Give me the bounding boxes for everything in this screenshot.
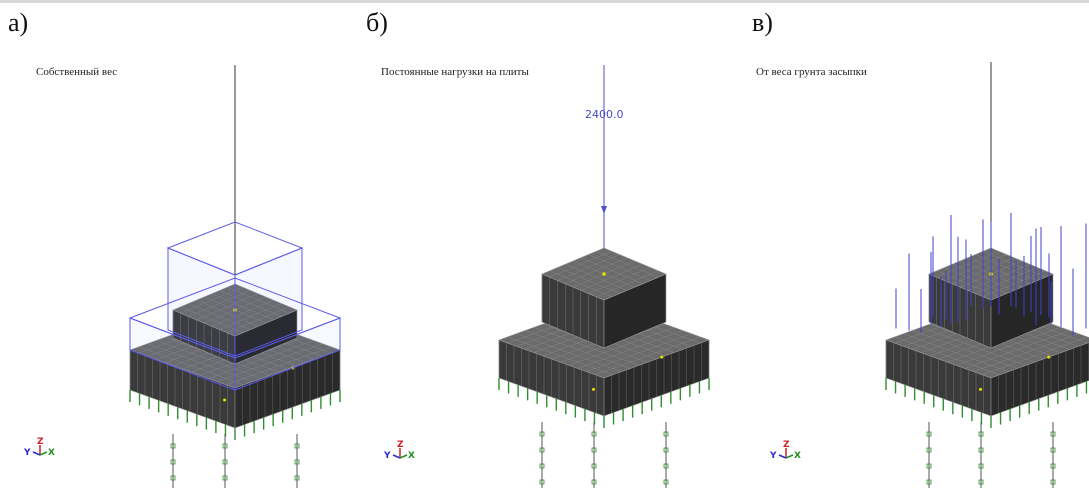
panel-b-drawing: 2400.0 Z Y X [383, 65, 710, 488]
load-value-label: 2400.0 [585, 108, 624, 121]
pile-node [170, 443, 176, 449]
node-marker [1047, 355, 1051, 359]
mesh-line [586, 333, 692, 372]
node-marker [592, 387, 595, 391]
mesh-line [982, 336, 1088, 376]
pile-node [978, 431, 984, 437]
pile-node [591, 479, 597, 485]
axis-triad: Z Y X [383, 440, 415, 461]
pile-node [539, 447, 545, 453]
mesh-line [588, 254, 651, 281]
foundation-model [885, 247, 1089, 488]
panel-letter: а) [8, 8, 29, 37]
mesh-line [975, 254, 1038, 281]
mesh-line [588, 267, 651, 294]
panel-c-drawing: Z Y X [769, 62, 1089, 488]
mesh-line [227, 306, 290, 333]
pile-node [170, 459, 176, 465]
pile-node [170, 475, 176, 481]
pile-node [926, 479, 932, 485]
panel-a-drawing: Z Y X [23, 65, 342, 488]
pile-node [1050, 479, 1056, 485]
pile-node [222, 443, 228, 449]
pile-node [222, 459, 228, 465]
pile-node [1050, 463, 1056, 469]
pile-node [591, 463, 597, 469]
axis-triad: Z Y X [769, 440, 801, 461]
mesh-line [580, 257, 643, 284]
axis-z-label: Z [37, 437, 44, 447]
axis-y-label: Y [769, 451, 777, 461]
self-weight-grid [128, 221, 342, 391]
axis-triad: Z Y X [23, 437, 55, 458]
axis-z-label: Z [397, 440, 404, 450]
mesh-line [596, 251, 659, 278]
pile-node [978, 447, 984, 453]
mesh-line [219, 303, 282, 330]
pile-node [591, 447, 597, 453]
load-arrow [601, 206, 607, 214]
mesh-line [975, 267, 1038, 294]
mesh-line [227, 287, 290, 314]
node-marker [602, 272, 606, 276]
axis-y-label: Y [383, 451, 391, 461]
axis-x-label: X [794, 451, 801, 461]
panel-title: От веса грунта засыпки [756, 66, 867, 78]
panel-letter: б) [366, 8, 388, 37]
mesh-line [226, 346, 332, 386]
pile-node [1050, 431, 1056, 437]
axis-x-label: X [48, 448, 55, 458]
axis-z-label: Z [783, 440, 790, 450]
pile-node [663, 447, 669, 453]
foundation-model [498, 247, 710, 488]
pile-node [926, 463, 932, 469]
panel-c: в) От веса грунта засыпки Z Y X [726, 0, 1089, 488]
mesh-line [580, 264, 643, 291]
panel-a: а) Собственный вес Z Y X [0, 0, 363, 488]
pile-node [926, 447, 932, 453]
mesh-line [211, 293, 274, 320]
pile-node [222, 475, 228, 481]
pile-node [539, 431, 545, 437]
mesh-line [595, 336, 701, 376]
mesh-line [973, 333, 1079, 372]
pile-node [539, 479, 545, 485]
pile-node [978, 463, 984, 469]
panel-letter: в) [752, 8, 773, 37]
mesh-line [983, 270, 1046, 297]
panel-title: Постоянные нагрузки на плиты [381, 66, 529, 78]
pile-node [294, 459, 300, 465]
pile-node [663, 479, 669, 485]
pile-node [978, 479, 984, 485]
mesh-line [211, 300, 274, 327]
pile-node [663, 463, 669, 469]
pile-node [539, 463, 545, 469]
node-marker [660, 355, 664, 359]
pile-node [294, 443, 300, 449]
pile-node [926, 431, 932, 437]
node-marker [979, 387, 982, 391]
axis-y-label: Y [23, 448, 31, 458]
pile-node [1050, 447, 1056, 453]
axis-x-label: X [408, 451, 415, 461]
panel-b: б) Постоянные нагрузки на плиты 2400.0 Z… [363, 0, 726, 488]
mesh-line [983, 251, 1046, 278]
pile-node [294, 475, 300, 481]
node-marker [223, 398, 226, 402]
mesh-line [596, 270, 659, 297]
mesh-line [219, 290, 282, 317]
soil-load-lines [895, 213, 1087, 337]
pile-node [591, 431, 597, 437]
pile-node [663, 431, 669, 437]
top-strip [0, 0, 1089, 3]
panel-title: Собственный вес [36, 66, 118, 78]
